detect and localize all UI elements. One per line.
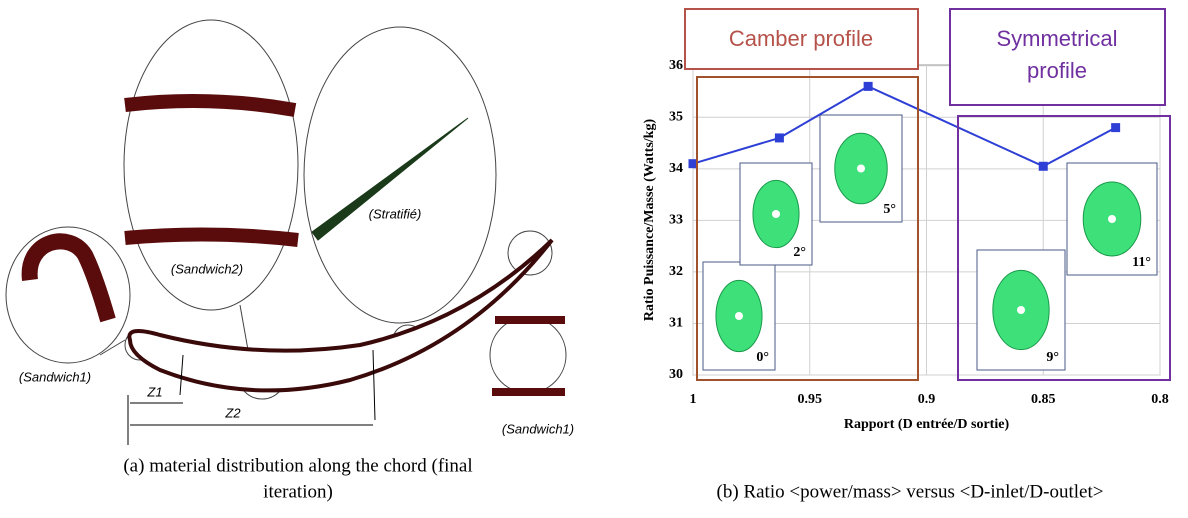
y-tick-label: 30 <box>669 367 683 382</box>
data-point <box>775 133 784 142</box>
y-axis-label: Ratio Puissance/Masse (Watts/kg) <box>642 119 657 322</box>
y-tick-label: 35 <box>669 110 683 125</box>
data-point <box>864 82 873 91</box>
label: (Sandwich1) <box>502 421 574 436</box>
angle-label: 0° <box>756 350 769 365</box>
caption: iteration) <box>263 481 333 502</box>
angle-label: 11° <box>1132 255 1151 270</box>
y-tick-label: 32 <box>669 264 683 279</box>
x-tick-label: 1 <box>690 392 697 407</box>
hub <box>1017 306 1025 314</box>
hub <box>857 165 865 173</box>
data-point <box>1039 162 1048 171</box>
hub <box>772 210 780 218</box>
y-tick-label: 34 <box>669 161 683 176</box>
label: Z1 <box>146 384 162 399</box>
label: (Sandwich2) <box>171 261 243 276</box>
angle-label: 5° <box>883 202 896 217</box>
x-tick-label: 0.95 <box>798 392 823 407</box>
hub <box>735 312 743 320</box>
annotation: profile <box>1027 58 1087 83</box>
label: Z2 <box>224 405 241 420</box>
x-tick-label: 0.85 <box>1031 392 1056 407</box>
y-tick-label: 36 <box>669 58 683 73</box>
y-tick-label: 33 <box>669 213 683 228</box>
angle-label: 2° <box>793 245 806 260</box>
hub <box>1108 215 1116 223</box>
x-tick-label: 0.8 <box>1151 392 1169 407</box>
annotation: Symmetrical <box>996 26 1117 51</box>
label: (Sandwich1) <box>19 369 91 384</box>
data-point <box>1111 123 1120 132</box>
annotation: Camber profile <box>729 26 873 51</box>
caption: (a) material distribution along the chor… <box>123 455 472 476</box>
angle-label: 9° <box>1046 350 1059 365</box>
label: (Stratifié) <box>369 206 422 221</box>
caption: (b) Ratio <power/mass> versus <D-inlet/D… <box>717 481 1104 502</box>
figure: (Sandwich1) (Sandwich2) (Stratifié) (San… <box>0 0 1188 513</box>
y-tick-label: 31 <box>669 316 683 331</box>
x-axis-label: Rapport (D entrée/D sortie) <box>844 417 1010 432</box>
x-tick-label: 0.9 <box>918 392 936 407</box>
